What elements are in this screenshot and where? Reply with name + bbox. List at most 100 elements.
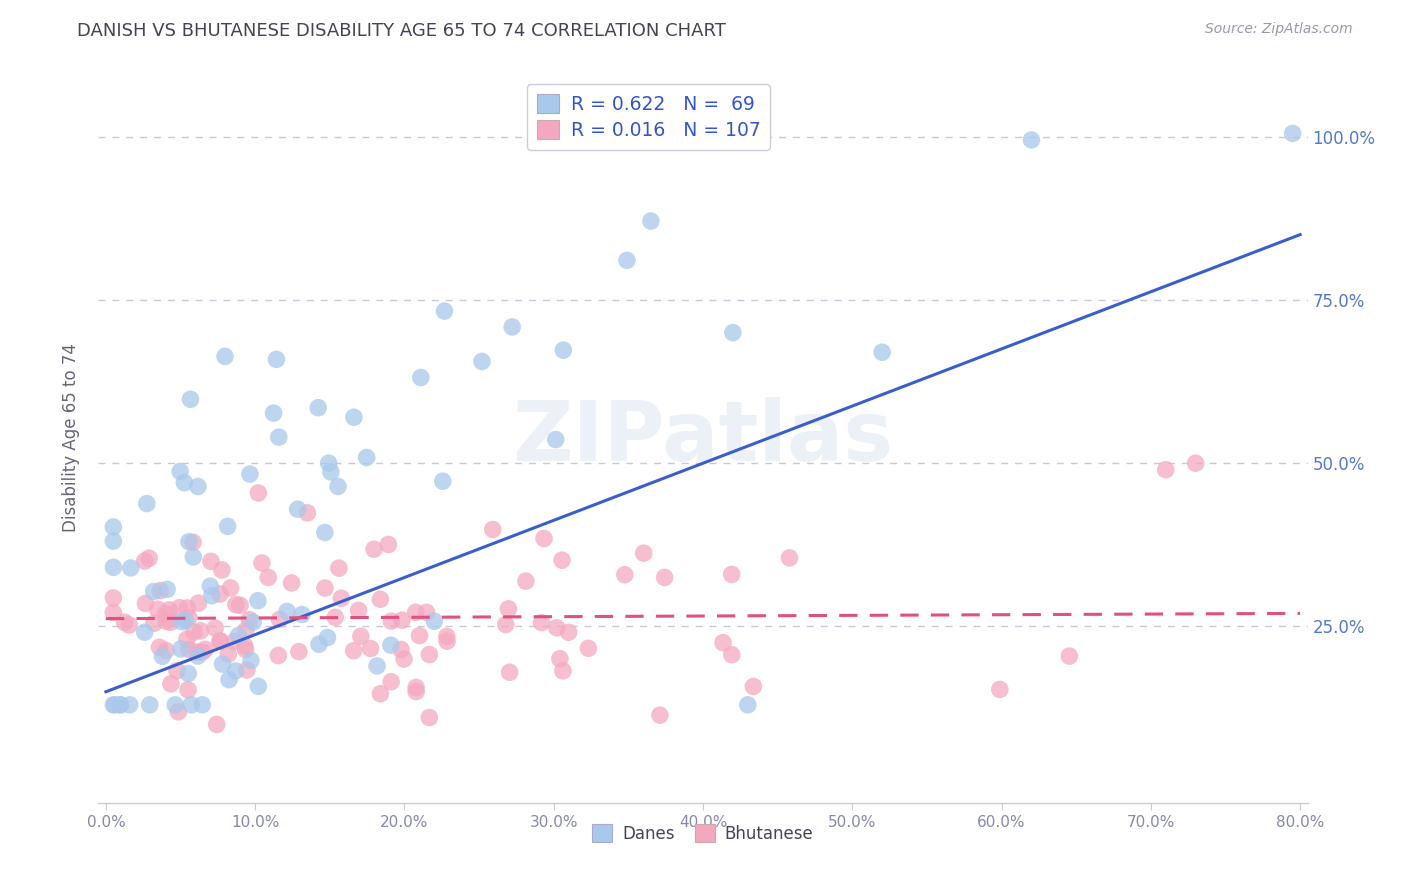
Point <box>316 631 339 645</box>
Y-axis label: Disability Age 65 to 74: Disability Age 65 to 74 <box>62 343 80 532</box>
Point <box>200 579 222 593</box>
Point <box>186 645 208 659</box>
Point <box>236 663 259 677</box>
Point <box>280 576 302 591</box>
Point <box>370 687 392 701</box>
Point <box>1021 133 1043 147</box>
Point <box>1281 127 1303 141</box>
Point <box>156 582 179 597</box>
Point <box>104 698 127 712</box>
Point <box>742 680 765 694</box>
Point <box>377 537 399 551</box>
Point <box>423 614 446 628</box>
Point <box>191 645 214 659</box>
Point <box>103 520 125 534</box>
Point <box>110 698 132 712</box>
Point <box>217 519 239 533</box>
Point <box>211 563 233 577</box>
Point <box>737 698 759 712</box>
Point <box>314 525 336 540</box>
Point <box>225 664 247 678</box>
Point <box>640 214 662 228</box>
Point <box>176 601 198 615</box>
Point <box>779 550 801 565</box>
Point <box>530 615 553 630</box>
Point <box>103 560 125 574</box>
Text: Source: ZipAtlas.com: Source: ZipAtlas.com <box>1205 22 1353 37</box>
Point <box>870 345 893 359</box>
Point <box>235 623 257 637</box>
Point <box>267 648 290 663</box>
Point <box>391 613 413 627</box>
Point <box>343 644 366 658</box>
Point <box>204 621 226 635</box>
Point <box>250 556 273 570</box>
Point <box>246 594 269 608</box>
Point <box>481 523 503 537</box>
Point <box>436 634 458 648</box>
Point <box>276 604 298 618</box>
Point <box>266 352 288 367</box>
Point <box>988 682 1011 697</box>
Point <box>1184 456 1206 470</box>
Point <box>356 450 378 465</box>
Point <box>214 350 236 364</box>
Point <box>219 581 242 595</box>
Point <box>408 629 430 643</box>
Point <box>160 677 183 691</box>
Point <box>247 486 270 500</box>
Point <box>176 632 198 647</box>
Point <box>415 605 437 619</box>
Point <box>350 629 373 643</box>
Point <box>211 657 233 671</box>
Point <box>225 598 247 612</box>
Point <box>544 433 567 447</box>
Point <box>418 648 440 662</box>
Point <box>200 554 222 568</box>
Point <box>118 698 141 712</box>
Point <box>177 642 200 657</box>
Point <box>103 606 125 620</box>
Point <box>183 625 205 640</box>
Point <box>167 705 190 719</box>
Point <box>576 641 599 656</box>
Point <box>347 603 370 617</box>
Point <box>389 642 412 657</box>
Point <box>152 649 174 664</box>
Point <box>297 506 319 520</box>
Point <box>169 464 191 478</box>
Text: ZIPatlas: ZIPatlas <box>513 397 893 477</box>
Point <box>201 589 224 603</box>
Point <box>190 624 212 638</box>
Point <box>187 479 209 493</box>
Point <box>501 320 523 334</box>
Point <box>233 639 256 653</box>
Point <box>143 616 166 631</box>
Point <box>495 617 517 632</box>
Point <box>557 625 579 640</box>
Point <box>314 581 336 595</box>
Point <box>720 567 742 582</box>
Point <box>135 497 157 511</box>
Point <box>242 615 264 630</box>
Point <box>103 591 125 605</box>
Point <box>138 551 160 566</box>
Point <box>257 570 280 584</box>
Point <box>380 638 402 652</box>
Point <box>366 659 388 673</box>
Point <box>180 698 202 712</box>
Point <box>187 648 209 663</box>
Point <box>191 698 214 712</box>
Point <box>177 534 200 549</box>
Point <box>194 642 217 657</box>
Point <box>155 615 177 629</box>
Point <box>548 651 571 665</box>
Point <box>499 665 522 680</box>
Point <box>319 465 342 479</box>
Point <box>138 698 160 712</box>
Point <box>721 326 744 340</box>
Point <box>155 607 177 621</box>
Point <box>157 603 180 617</box>
Point <box>360 641 382 656</box>
Point <box>551 664 574 678</box>
